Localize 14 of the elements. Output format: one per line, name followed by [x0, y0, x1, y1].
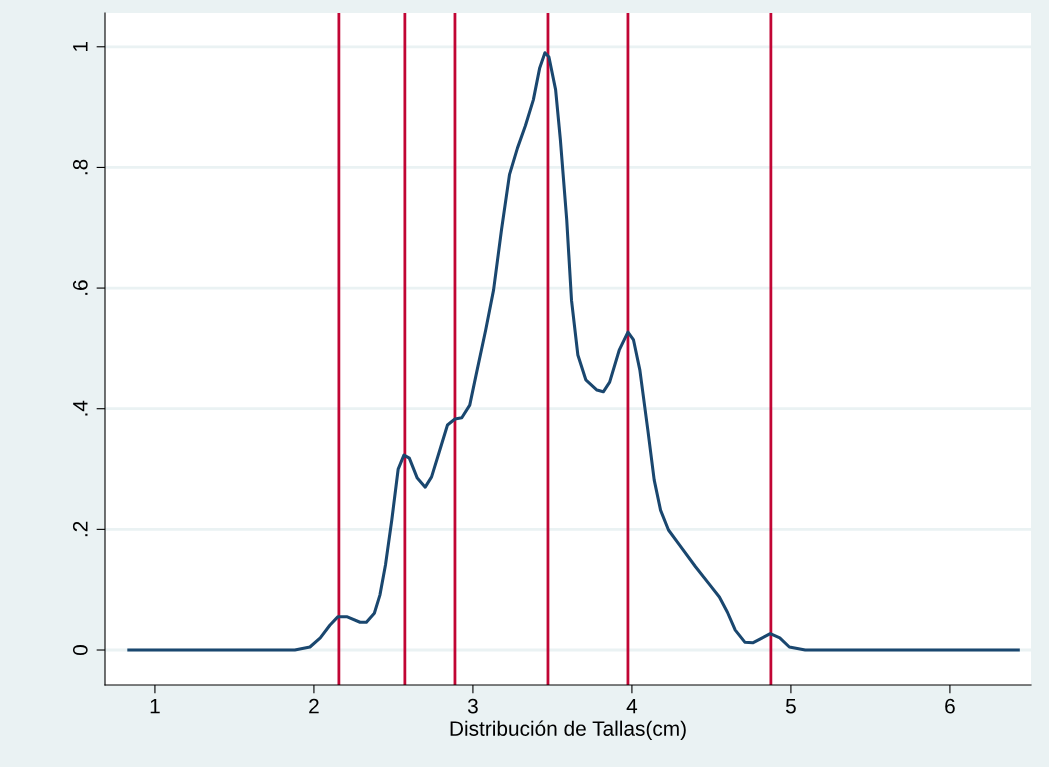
y-tick-label: 1: [73, 42, 88, 51]
x-tick-label: 2: [309, 698, 319, 714]
x-tick-label: 4: [626, 698, 638, 714]
x-tick-label: 1: [150, 698, 160, 714]
y-tick-label: .4: [73, 400, 88, 416]
x-tick-label: 6: [945, 698, 955, 714]
x-axis-title: Distribución de Tallas(cm): [450, 720, 686, 741]
x-tick-label: 3: [467, 698, 478, 714]
y-tick-label: .6: [72, 280, 88, 295]
x-tick-label: 5: [785, 698, 796, 714]
line-series: [127, 51, 1020, 652]
y-tick-label: 0: [72, 645, 88, 655]
y-tick-label: .8: [72, 159, 88, 175]
y-tick-label: .2: [72, 521, 88, 537]
